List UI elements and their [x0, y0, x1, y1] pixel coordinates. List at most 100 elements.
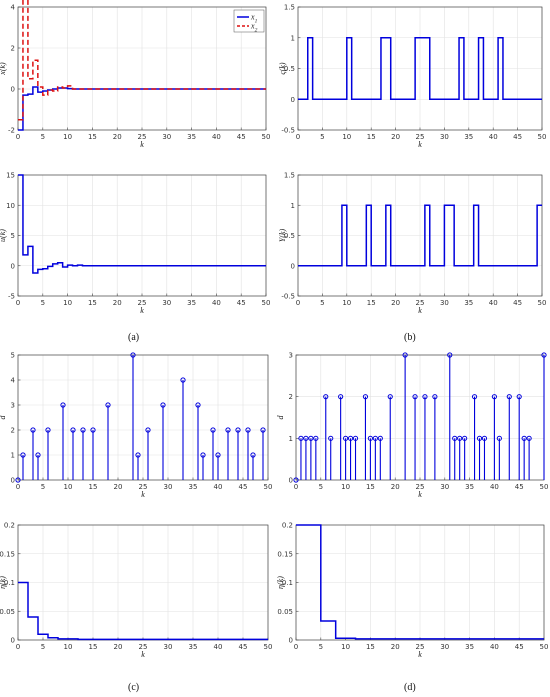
- x-tick-label: 10: [341, 483, 350, 491]
- x-tick-label: 0: [294, 483, 298, 491]
- stem-marker: [476, 435, 483, 441]
- y-tick-label: 10: [6, 202, 15, 210]
- stem-marker: [30, 427, 36, 433]
- chart-panel-4: 05101520253035404550012345kd: [0, 352, 272, 500]
- panel-label-d: (d): [404, 682, 416, 693]
- x-tick-label: 45: [515, 483, 524, 491]
- stem-marker: [352, 435, 359, 441]
- stem-marker: [105, 402, 111, 408]
- x-axis-label: k: [140, 306, 144, 315]
- series-line-0: [298, 204, 542, 267]
- x-tick-label: 0: [16, 133, 20, 141]
- stem-marker: [195, 402, 201, 408]
- legend-label-0: x1: [250, 13, 258, 25]
- stem-marker: [328, 435, 334, 441]
- y-axis-label: x(k): [0, 62, 7, 76]
- y-tick-label: 1.5: [284, 4, 295, 12]
- chart-panel-7: 0 5 10 15 20 25 30 35 40 45 50 0 0.05 0.1 0.15 0.2 k η(k): [276, 522, 548, 660]
- stem-marker: [323, 394, 329, 400]
- y-tick-label: 1: [289, 435, 293, 443]
- stem-marker: [367, 435, 373, 441]
- stem-marker: [541, 352, 547, 358]
- x-tick-label: 30: [440, 299, 449, 307]
- stem-marker: [180, 377, 186, 383]
- x-axis-label: k: [418, 306, 422, 315]
- stem-marker: [372, 435, 378, 441]
- y-tick-label: 0.5: [284, 232, 295, 240]
- x-tick-label: 35: [187, 299, 196, 307]
- x-axis-label: k: [140, 140, 144, 149]
- y-axis-label: d: [0, 415, 7, 420]
- y-tick-label: 0.2: [4, 522, 15, 530]
- x-tick-label: 40: [212, 299, 221, 307]
- y-tick-label: -0.5: [281, 127, 295, 135]
- y-tick-label: 4: [11, 4, 16, 12]
- x-tick-label: 20: [391, 483, 400, 491]
- x-tick-label: 35: [189, 643, 198, 651]
- x-tick-label: 35: [464, 133, 473, 141]
- x-tick-label: 10: [63, 299, 72, 307]
- x-tick-label: 45: [513, 133, 522, 141]
- x-tick-label: 50: [540, 483, 549, 491]
- x-tick-label: 40: [490, 483, 499, 491]
- x-tick-label: 0: [16, 643, 20, 651]
- y-tick-label: 0.15: [277, 550, 293, 558]
- x-tick-label: 10: [64, 483, 73, 491]
- x-tick-label: 0: [16, 483, 20, 491]
- stem-marker: [160, 402, 166, 408]
- y-tick-label: -5: [8, 293, 15, 301]
- x-tick-label: 15: [89, 483, 98, 491]
- x-tick-label: 50: [262, 299, 271, 307]
- x-tick-label: 20: [391, 299, 400, 307]
- stem-marker: [20, 452, 26, 458]
- chart-panel-6: 0 5 10 15 20 25 30 35 40 45 50 0 0.05 0.1 0.15 0.2 k η(k): [0, 522, 272, 660]
- x-tick-label: 45: [515, 643, 524, 651]
- x-tick-label: 5: [41, 133, 45, 141]
- x-tick-label: 40: [489, 299, 498, 307]
- stem-marker: [250, 452, 256, 458]
- x-tick-label: 5: [320, 133, 324, 141]
- stem-marker: [145, 427, 151, 433]
- x-tick-label: 30: [440, 483, 449, 491]
- x-tick-label: 10: [64, 643, 73, 651]
- x-tick-label: 15: [366, 483, 375, 491]
- x-tick-label: 45: [513, 299, 522, 307]
- x-tick-label: 20: [391, 133, 400, 141]
- x-tick-label: 20: [114, 483, 123, 491]
- stem-marker: [516, 394, 522, 400]
- x-axis-label: k: [141, 650, 145, 659]
- stem-marker: [245, 427, 251, 433]
- chart-panel-1: 0 5 10 15 20 25 30 35 40 45 50-0.500.511.5kς(k): [278, 4, 546, 150]
- x-tick-label: 45: [237, 299, 246, 307]
- x-tick-label: 0: [16, 299, 20, 307]
- x-tick-label: 5: [320, 299, 324, 307]
- stem-marker: [496, 435, 502, 441]
- x-tick-label: 10: [63, 133, 72, 141]
- chart-panel-3: 0 5 10 15 20 25 30 35 40 45 50-0.500.511.5kΥ(k): [278, 172, 546, 316]
- stem-marker: [260, 427, 266, 433]
- stem-marker: [200, 452, 206, 458]
- x-tick-label: 5: [41, 483, 45, 491]
- stem-marker: [377, 435, 383, 441]
- stem-marker: [462, 435, 468, 441]
- panel-label-c: (c): [128, 682, 140, 693]
- y-axis-label: d: [276, 415, 285, 420]
- stem-marker: [210, 427, 216, 433]
- y-tick-label: 1: [291, 34, 295, 42]
- x-tick-label: 25: [138, 133, 147, 141]
- x-tick-label: 30: [164, 483, 173, 491]
- y-axis-label: η(k): [0, 576, 7, 589]
- stem-marker: [90, 427, 96, 433]
- x-tick-label: 35: [187, 133, 196, 141]
- legend-label-1: x2: [250, 22, 258, 34]
- stem-marker: [130, 352, 136, 358]
- stem-marker: [412, 394, 418, 400]
- y-tick-label: -0.5: [281, 293, 295, 301]
- y-tick-label: 1.5: [284, 172, 295, 180]
- series-line-0: [18, 581, 268, 641]
- stem-marker: [15, 477, 21, 483]
- stem-marker: [402, 352, 408, 358]
- x-tick-label: 40: [214, 483, 223, 491]
